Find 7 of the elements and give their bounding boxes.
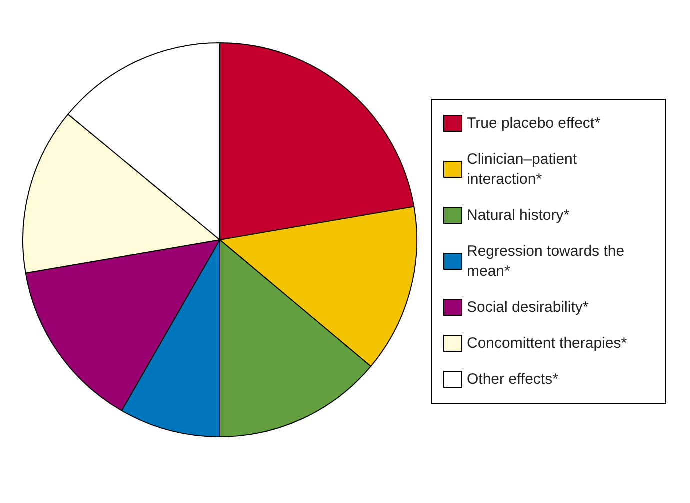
legend-label: True placebo effect* [467, 115, 601, 132]
legend-label: Regression towards the mean* [467, 243, 629, 280]
legend-label: Social desirability* [467, 299, 589, 316]
legend-label: Natural history* [467, 207, 570, 224]
legend-label: Other effects* [467, 371, 559, 388]
legend-label: Clinician–patient interaction* [467, 151, 582, 188]
legend-label: Concomittent therapies* [467, 335, 628, 352]
